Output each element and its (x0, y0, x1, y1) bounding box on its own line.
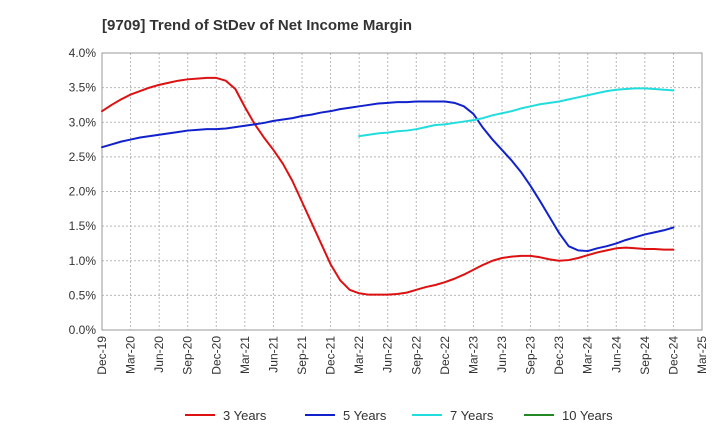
x-tick-label: Dec-22 (438, 336, 452, 375)
x-tick-label: Mar-24 (581, 336, 595, 374)
x-tick-label: Mar-22 (352, 336, 366, 374)
y-tick-label: 3.0% (69, 115, 97, 129)
x-tick-label: Mar-23 (466, 336, 480, 374)
x-tick-label: Sep-24 (638, 336, 652, 375)
series-line-3-years (101, 76, 675, 296)
x-tick-label: Jun-22 (381, 336, 395, 373)
y-tick-label: 1.0% (69, 254, 97, 268)
series-lines (101, 76, 675, 296)
series-line-5-years (101, 100, 675, 253)
legend-label-5-years: 5 Years (343, 408, 387, 423)
chart-title: [9709] Trend of StDev of Net Income Marg… (102, 17, 412, 34)
x-tick-label: Jun-21 (266, 336, 280, 373)
x-tick-label: Sep-21 (295, 336, 309, 375)
y-axis: 0.0% 0.5% 1.0% 1.5% 2.0% 2.5% 3.0% 3.5% 4.0% (69, 46, 97, 337)
x-tick-label: Dec-23 (552, 336, 566, 375)
legend-label-10-years: 10 Years (562, 408, 613, 423)
y-tick-label: 1.5% (69, 219, 97, 233)
x-tick-label: Dec-24 (666, 336, 680, 375)
x-tick-label: Mar-25 (695, 336, 709, 374)
x-tick-label: Jun-20 (152, 336, 166, 373)
legend: 3 Years 5 Years 7 Years 10 Years (185, 408, 613, 423)
x-tick-label: Sep-23 (524, 336, 538, 375)
y-tick-label: 0.5% (69, 288, 97, 302)
legend-label-7-years: 7 Years (450, 408, 494, 423)
y-tick-label: 4.0% (69, 46, 97, 60)
y-tick-label: 2.5% (69, 150, 97, 164)
y-tick-label: 3.5% (69, 81, 97, 95)
x-tick-label: Dec-19 (95, 336, 109, 375)
x-axis: Dec-19 Mar-20 Jun-20 Sep-20 Dec-20 Mar-21 Jun-… (95, 336, 709, 375)
x-tick-label: Dec-21 (324, 336, 338, 375)
y-tick-label: 0.0% (69, 323, 97, 337)
x-tick-label: Mar-20 (124, 336, 138, 374)
series-line-7-years (358, 87, 675, 138)
plot-area (101, 52, 703, 331)
y-tick-label: 2.0% (69, 185, 97, 199)
x-tick-label: Dec-20 (209, 336, 223, 375)
grid (101, 52, 703, 331)
x-tick-label: Jun-23 (495, 336, 509, 373)
x-tick-label: Mar-21 (238, 336, 252, 374)
legend-label-3-years: 3 Years (223, 408, 267, 423)
x-tick-label: Sep-20 (181, 336, 195, 375)
x-tick-label: Jun-24 (609, 336, 623, 373)
x-tick-label: Sep-22 (409, 336, 423, 375)
